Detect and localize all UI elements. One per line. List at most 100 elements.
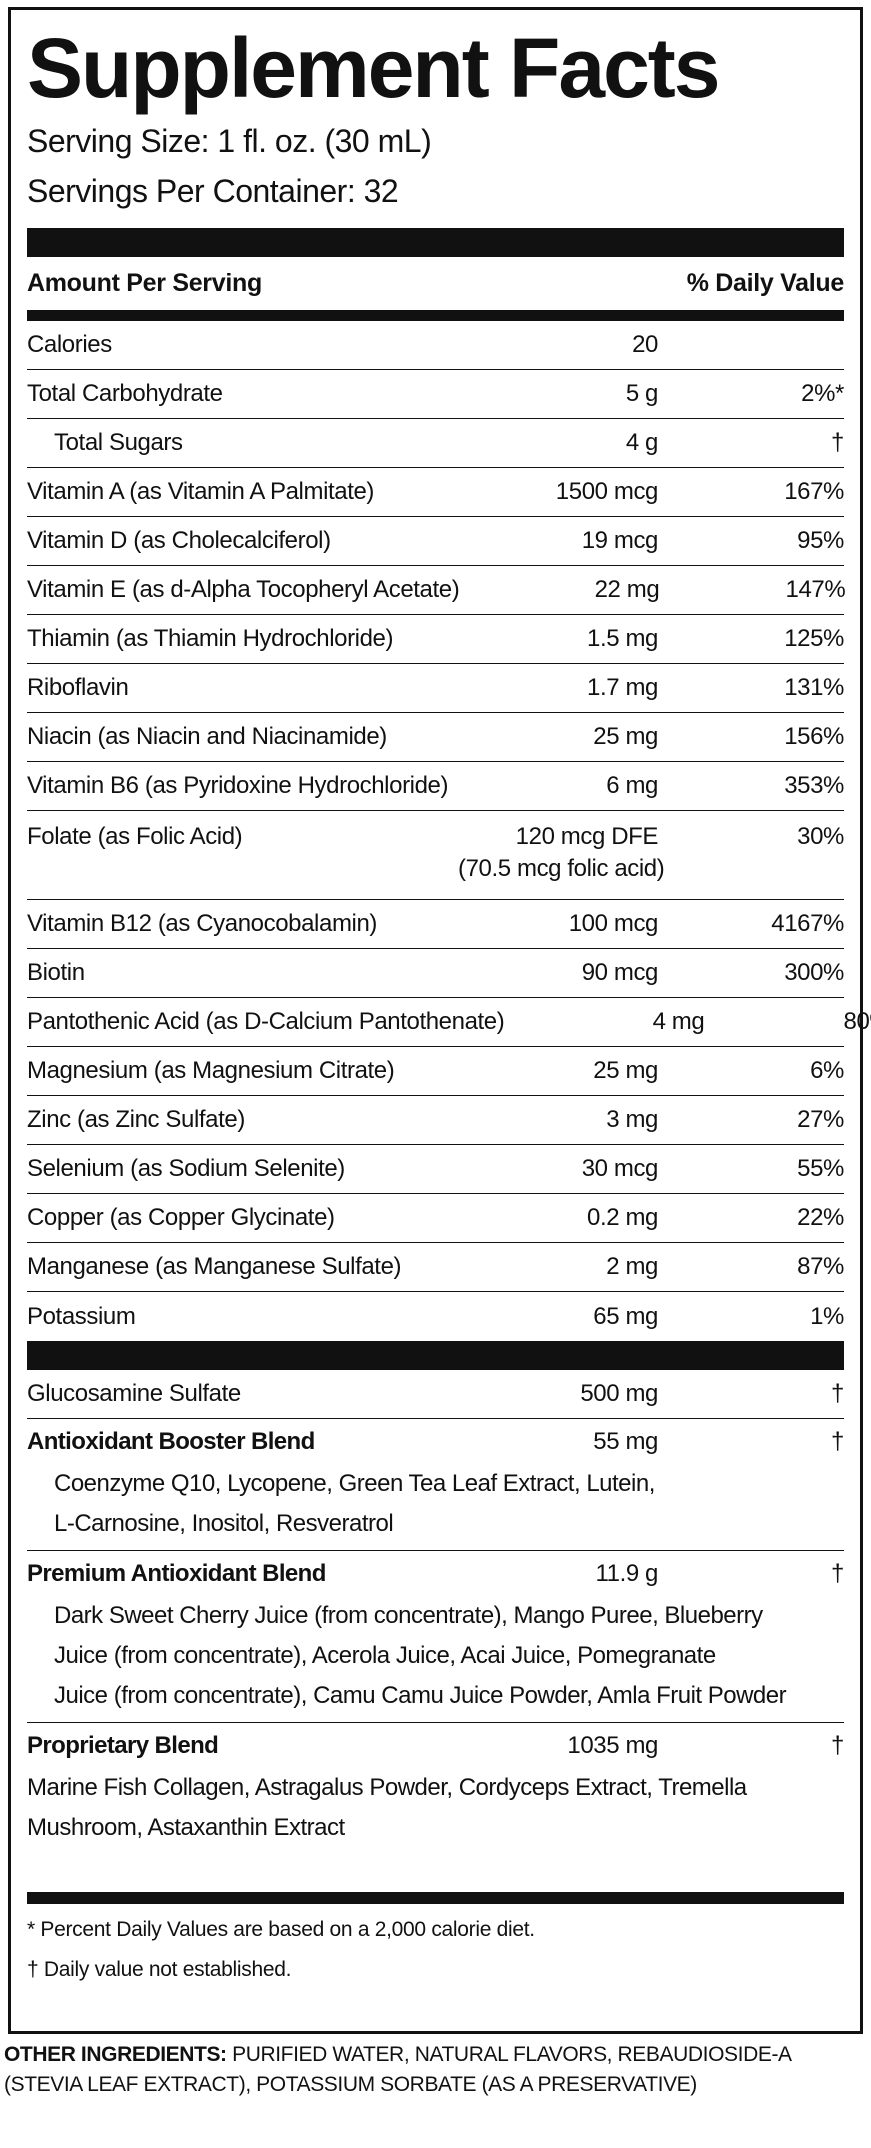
- panel-content: Supplement Facts Serving Size: 1 fl. oz.…: [27, 10, 871, 1990]
- nutrient-name: Thiamin (as Thiamin Hydrochloride): [27, 625, 394, 652]
- nutrient-row: Magnesium (as Magnesium Citrate) 25 mg 6%: [27, 1047, 844, 1096]
- blend: Antioxidant Booster Blend 55 mg † Coenzyme …: [27, 1419, 844, 1551]
- blend-name: Proprietary Blend: [27, 1731, 219, 1759]
- nutrient-name: Zinc (as Zinc Sulfate): [27, 1106, 245, 1133]
- other-ingredients-label: OTHER INGREDIENTS:: [4, 2043, 227, 2066]
- blend-ingredients: Dark Sweet Cherry Juice (from concentrat…: [54, 1602, 763, 1629]
- daily-value: 4167%: [771, 910, 844, 937]
- daily-value: 300%: [784, 959, 844, 986]
- daily-value: 55%: [797, 1155, 844, 1182]
- nutrient-amount: 20: [632, 331, 658, 358]
- divider-bar: [27, 228, 844, 257]
- blend-header: Premium Antioxidant Blend 11.9 g †: [27, 1551, 844, 1596]
- other-ingredients: OTHER INGREDIENTS: PURIFIED WATER, NATUR…: [4, 2040, 867, 2100]
- nutrient-row: Total Carbohydrate 5 g 2%*: [27, 370, 844, 419]
- amount-note: (70.5 mcg folic acid): [458, 855, 665, 882]
- blend-ingredients: L-Carnosine, Inositol, Resveratrol: [54, 1510, 394, 1537]
- nutrient-row: Copper (as Copper Glycinate) 0.2 mg 22%: [27, 1194, 844, 1243]
- nutrient-amount: 5 g: [625, 380, 659, 407]
- nutrient-name: Biotin: [27, 959, 85, 986]
- servings-per-container: Servings Per Container: 32: [27, 173, 399, 209]
- nutrient-name: Calories: [27, 331, 112, 358]
- nutrient-row: Glucosamine Sulfate 500 mg †: [27, 1370, 844, 1419]
- nutrient-row: Niacin (as Niacin and Niacinamide) 25 mg 1…: [27, 713, 844, 762]
- nutrient-row: Selenium (as Sodium Selenite) 30 mcg 55%: [27, 1145, 844, 1194]
- nutrient-row: Vitamin A (as Vitamin A Palmitate) 1500 m…: [27, 468, 844, 517]
- daily-value: †: [831, 429, 844, 456]
- nutrient-name: Vitamin E (as d-Alpha Tocopheryl Acetate…: [27, 576, 460, 603]
- nutrient-amount: 1.5 mg: [587, 625, 658, 652]
- nutrient-name: Riboflavin: [27, 674, 129, 701]
- nutrient-name: Folate (as Folic Acid): [27, 823, 243, 850]
- daily-value: 6%: [810, 1057, 844, 1084]
- nutrient-row: Vitamin B6 (as Pyridoxine Hydrochloride)…: [27, 762, 844, 811]
- nutrient-amount: 1500 mcg: [555, 478, 659, 505]
- daily-value: 87%: [797, 1253, 844, 1280]
- blend-header: Proprietary Blend 1035 mg †: [27, 1723, 844, 1768]
- nutrient-row: Total Sugars 4 g †: [27, 419, 844, 468]
- nutrient-name: Vitamin B6 (as Pyridoxine Hydrochloride): [27, 772, 449, 799]
- other-ingredients-text: PURIFIED WATER, NATURAL FLAVORS, REBAUDI…: [4, 2043, 791, 2096]
- blend-header: Antioxidant Booster Blend 55 mg †: [27, 1419, 844, 1464]
- blend-amount: 11.9 g: [595, 1559, 658, 1587]
- daily-value: 353%: [784, 772, 844, 799]
- nutrient-name: Selenium (as Sodium Selenite): [27, 1155, 345, 1182]
- nutrient-name: Vitamin A (as Vitamin A Palmitate): [27, 478, 375, 505]
- nutrient-row: Zinc (as Zinc Sulfate) 3 mg 27%: [27, 1096, 844, 1145]
- daily-value: 131%: [784, 674, 844, 701]
- daily-value: 30%: [797, 823, 844, 850]
- nutrient-row: Vitamin B12 (as Cyanocobalamin) 100 mcg 41…: [27, 900, 844, 949]
- nutrient-name: Total Sugars: [54, 429, 183, 456]
- nutrient-row: Biotin 90 mcg 300%: [27, 949, 844, 998]
- facts-panel: Supplement Facts Serving Size: 1 fl. oz.…: [8, 7, 871, 2034]
- nutrient-row: Pantothenic Acid (as D-Calcium Pantothen…: [27, 998, 871, 1047]
- daily-value: 80%: [843, 1008, 871, 1035]
- nutrient-name: Total Carbohydrate: [27, 380, 223, 407]
- nutrient-name: Niacin (as Niacin and Niacinamide): [27, 723, 387, 750]
- nutrient-amount: 19 mcg: [581, 527, 659, 554]
- nutrient-name: Pantothenic Acid (as D-Calcium Pantothen…: [27, 1008, 505, 1035]
- nutrient-amount: 2 mg: [606, 1253, 658, 1280]
- blend: Proprietary Blend 1035 mg † Marine Fish Col…: [27, 1723, 844, 1854]
- column-header: Amount Per Serving % Daily Value: [27, 257, 844, 310]
- divider-bar: [27, 1892, 844, 1904]
- nutrient-amount: 25 mg: [593, 723, 658, 750]
- dv-header: % Daily Value: [686, 269, 845, 297]
- title: Supplement Facts: [27, 21, 720, 115]
- footnotes: * Percent Daily Values are based on a 2,…: [27, 1910, 844, 1990]
- amount-header: Amount Per Serving: [27, 269, 262, 297]
- nutrient-amount: 4 g: [625, 429, 659, 456]
- daily-value: 167%: [784, 478, 844, 505]
- blend-amount: 1035 mg: [567, 1731, 658, 1759]
- blend-ingredients: Juice (from concentrate), Acerola Juice,…: [54, 1642, 716, 1669]
- nutrient-row: Thiamin (as Thiamin Hydrochloride) 1.5 mg…: [27, 615, 844, 664]
- daily-value: 1%: [810, 1302, 844, 1330]
- nutrient-amount: 3 mg: [606, 1106, 658, 1133]
- blend-ingredients: Juice (from concentrate), Camu Camu Juic…: [54, 1682, 787, 1709]
- nutrient-amount: 25 mg: [593, 1057, 658, 1084]
- daily-value: 27%: [797, 1106, 844, 1133]
- footnote: † Daily value not established.: [27, 1958, 292, 1981]
- nutrient-row: Vitamin E (as d-Alpha Tocopheryl Acetate…: [27, 566, 846, 615]
- divider-bar: [27, 310, 844, 321]
- nutrient-row: Manganese (as Manganese Sulfate) 2 mg 87%: [27, 1243, 844, 1292]
- nutrient-row: Potassium 65 mg 1%: [27, 1292, 844, 1341]
- daily-value: 2%*: [801, 380, 844, 407]
- blend: Premium Antioxidant Blend 11.9 g † Dark Swe…: [27, 1551, 844, 1723]
- nutrient-amount: 65 mg: [593, 1302, 658, 1330]
- serving-size: Serving Size: 1 fl. oz. (30 mL): [27, 123, 432, 159]
- nutrient-amount: 6 mg: [606, 772, 658, 799]
- blend-ingredients: Mushroom, Astaxanthin Extract: [27, 1814, 345, 1841]
- nutrient-row: Folate (as Folic Acid) 120 mcg DFE (70.5 m…: [27, 811, 844, 900]
- blend-ingredients: Marine Fish Collagen, Astragalus Powder,…: [27, 1774, 747, 1801]
- blend-name: Antioxidant Booster Blend: [27, 1427, 315, 1455]
- nutrient-row: Vitamin D (as Cholecalciferol) 19 mcg 95%: [27, 517, 844, 566]
- daily-value: †: [831, 1380, 844, 1407]
- daily-value: 95%: [797, 527, 844, 554]
- nutrient-amount: 4 mg: [652, 1008, 705, 1035]
- daily-value: 22%: [797, 1204, 844, 1231]
- daily-value: †: [831, 1731, 844, 1759]
- nutrient-name: Glucosamine Sulfate: [27, 1380, 241, 1407]
- blend-name: Premium Antioxidant Blend: [27, 1559, 326, 1587]
